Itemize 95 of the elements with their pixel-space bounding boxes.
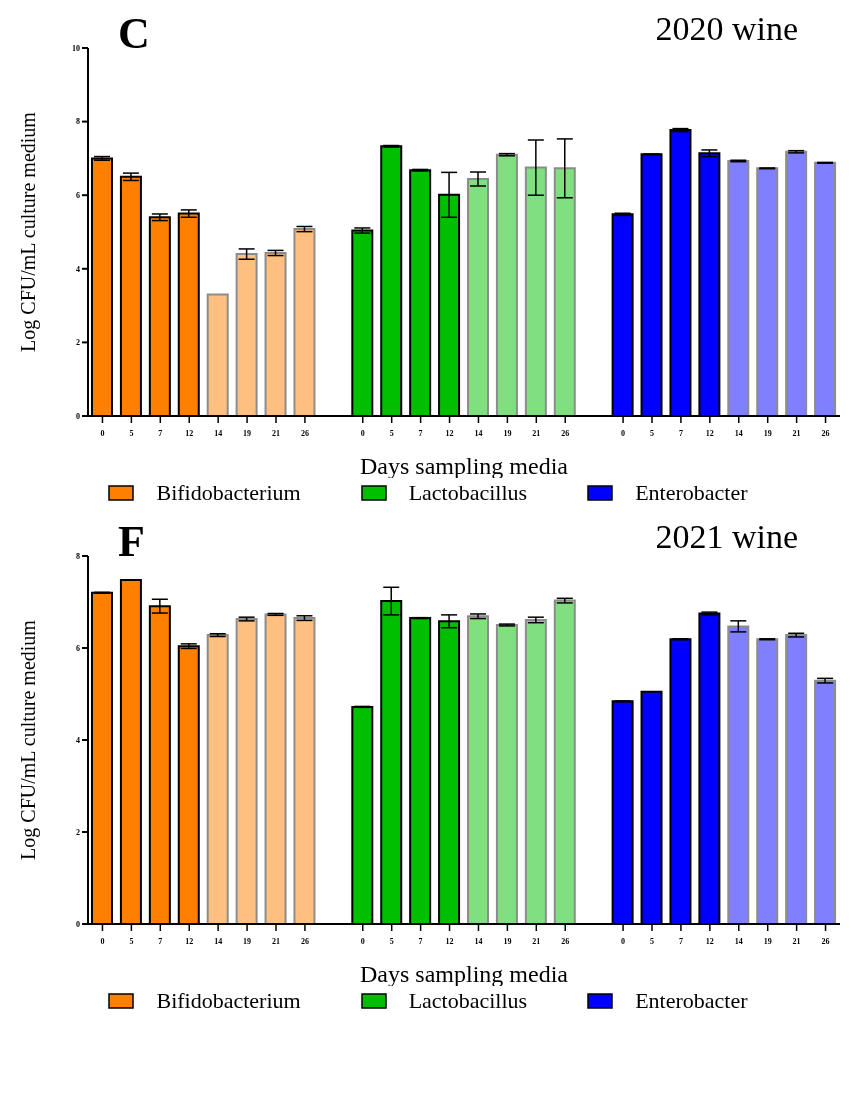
annotation: F xyxy=(118,516,145,567)
x-tick-label: 26 xyxy=(561,937,570,946)
x-tick-label: 19 xyxy=(763,429,772,438)
x-tick-label: 0 xyxy=(100,937,105,946)
bar xyxy=(814,161,837,416)
bar xyxy=(553,167,576,416)
x-tick-label: 5 xyxy=(389,429,394,438)
x-tick-label: 26 xyxy=(821,429,830,438)
x-tick-label: 21 xyxy=(272,937,280,946)
x-tick-label: 12 xyxy=(445,429,454,438)
x-tick-label: 5 xyxy=(129,937,134,946)
legend-label: Bifidobacterium xyxy=(156,480,301,506)
annotation: C xyxy=(118,8,150,59)
y-tick-label: 10 xyxy=(72,43,80,53)
x-tick-label: 5 xyxy=(389,937,394,946)
x-tick-label: 26 xyxy=(300,429,309,438)
x-tick-label: 21 xyxy=(272,429,280,438)
x-tick-label: 7 xyxy=(158,429,163,438)
bar xyxy=(467,178,489,416)
chart-title: 2020 wine xyxy=(655,10,798,48)
legend-label: Lactobacillus xyxy=(408,480,528,506)
legend-label: Bifidobacterium xyxy=(156,988,301,1014)
x-tick-label: 12 xyxy=(705,937,714,946)
x-tick-label: 19 xyxy=(243,937,252,946)
bar xyxy=(235,253,258,416)
bar xyxy=(264,251,287,416)
x-tick-label: 21 xyxy=(532,429,541,438)
bar xyxy=(293,617,316,924)
bar xyxy=(495,624,518,924)
x-tick-label: 14 xyxy=(474,429,483,438)
y-tick-label: 4 xyxy=(76,735,80,745)
bar xyxy=(495,153,518,416)
bar xyxy=(756,638,779,924)
x-tick-label: 0 xyxy=(621,937,626,946)
legend-label: Enterobacter xyxy=(635,988,748,1014)
x-tick-label: 19 xyxy=(503,937,512,946)
x-tick-label: 12 xyxy=(445,937,454,946)
y-tick-label: 6 xyxy=(76,191,80,201)
chart-title: 2021 wine xyxy=(655,518,798,556)
x-tick-label: 14 xyxy=(734,429,743,438)
x-tick-label: 7 xyxy=(418,429,423,438)
x-tick-label: 0 xyxy=(360,937,365,946)
x-tick-label: 12 xyxy=(705,429,714,438)
bar xyxy=(264,613,287,924)
x-tick-label: 5 xyxy=(650,429,654,438)
y-tick-label: 0 xyxy=(76,411,80,421)
bar xyxy=(727,159,750,416)
bar xyxy=(524,166,547,416)
bar xyxy=(206,293,229,416)
x-tick-label: 19 xyxy=(243,429,252,438)
x-tick-label: 14 xyxy=(734,937,743,946)
bar xyxy=(785,150,808,416)
x-tick-label: 7 xyxy=(678,429,683,438)
x-tick-label: 26 xyxy=(821,937,830,946)
x-tick-label: 12 xyxy=(185,429,194,438)
y-axis-title: Log CFU/mL culture medium xyxy=(17,111,41,352)
x-tick-label: 19 xyxy=(763,937,772,946)
legend-label: Enterobacter xyxy=(635,480,748,506)
x-tick-label: 21 xyxy=(792,937,801,946)
bar xyxy=(524,618,547,924)
bar xyxy=(727,625,750,924)
x-tick-label: 26 xyxy=(300,937,309,946)
y-tick-label: 8 xyxy=(76,551,80,561)
bar xyxy=(814,679,837,924)
x-tick-label: 26 xyxy=(561,429,570,438)
bar xyxy=(235,618,258,924)
x-tick-label: 21 xyxy=(532,937,541,946)
x-tick-label: 0 xyxy=(621,429,626,438)
y-tick-label: 2 xyxy=(76,827,80,837)
bar xyxy=(467,615,489,924)
x-tick-label: 19 xyxy=(503,429,512,438)
y-axis-title: Log CFU/mL culture medium xyxy=(17,619,41,860)
y-tick-label: 2 xyxy=(76,338,80,348)
x-tick-label: 7 xyxy=(678,937,683,946)
x-tick-label: 0 xyxy=(100,429,105,438)
bar xyxy=(206,634,229,924)
bar xyxy=(785,634,808,924)
x-tick-label: 7 xyxy=(158,937,163,946)
legend-label: Lactobacillus xyxy=(408,988,528,1014)
bar xyxy=(756,167,779,416)
y-tick-label: 0 xyxy=(76,919,80,929)
x-tick-label: 0 xyxy=(360,429,365,438)
x-tick-label: 7 xyxy=(418,937,423,946)
x-tick-label: 12 xyxy=(185,937,194,946)
bar xyxy=(293,228,316,416)
y-tick-label: 6 xyxy=(76,643,80,653)
y-tick-label: 4 xyxy=(76,264,80,274)
x-tick-label: 14 xyxy=(474,937,483,946)
x-tick-label: 14 xyxy=(214,429,223,438)
bar xyxy=(553,599,576,924)
x-tick-label: 5 xyxy=(650,937,654,946)
x-tick-label: 5 xyxy=(129,429,134,438)
x-tick-label: 21 xyxy=(792,429,801,438)
y-tick-label: 8 xyxy=(76,117,80,127)
x-tick-label: 14 xyxy=(214,937,223,946)
